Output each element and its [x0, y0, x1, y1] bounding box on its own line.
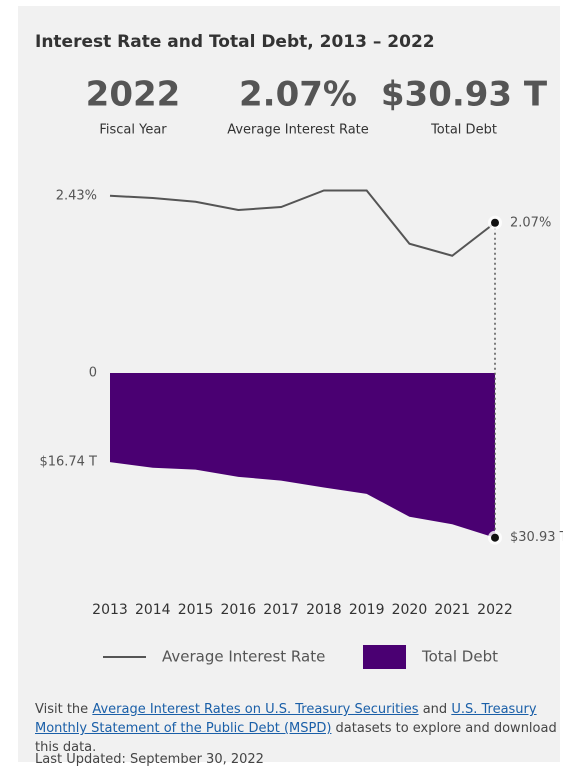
stat-value: $30.93 T — [381, 75, 548, 115]
text: Visit the — [35, 702, 93, 717]
y-tick-label: 0 — [89, 366, 97, 381]
legend-label: Average Interest Rate — [162, 648, 325, 666]
link[interactable]: U.S. Treasury Monthly Statement of the P… — [35, 702, 537, 736]
value-label: 2.43% — [56, 188, 97, 203]
chart-title: Interest Rate and Total Debt, 2013 – 202… — [35, 32, 435, 52]
chart: Interest Rate and Total Debt, 2013 – 202… — [35, 32, 563, 669]
text: and — [418, 702, 452, 717]
link[interactable]: Average Interest Rates on U.S. Treasury … — [92, 702, 419, 717]
x-tick-label: 2017 — [263, 602, 299, 618]
value-label: 2.07% — [510, 215, 551, 230]
x-tick-label: 2015 — [178, 602, 214, 618]
updated: Last Updated: September 30, 2022 — [35, 752, 264, 767]
x-tick-label: 2014 — [135, 602, 171, 618]
value-label: $16.74 T — [39, 455, 97, 470]
stat-label: Average Interest Rate — [227, 123, 369, 138]
x-tick-label: 2018 — [306, 602, 342, 618]
footer-text: Visit the Average Interest Rates on U.S.… — [35, 700, 560, 757]
area — [110, 373, 495, 538]
text: datasets to explore and download this da… — [35, 721, 557, 755]
value-label: $30.93 T — [510, 530, 563, 545]
highlight-dot — [491, 218, 499, 227]
x-tick-label: 2021 — [434, 602, 470, 618]
x-tick-label: 2013 — [92, 602, 128, 618]
legend-swatch — [363, 645, 406, 669]
x-tick-label: 2016 — [221, 602, 257, 618]
stat-value: 2022 — [86, 75, 181, 115]
line — [109, 189, 496, 257]
legend-label: Total Debt — [421, 648, 498, 666]
x-tick-label: 2020 — [392, 602, 428, 618]
stat-value: 2.07% — [239, 75, 357, 115]
stat-label: Total Debt — [430, 123, 497, 138]
x-tick-label: 2022 — [477, 602, 513, 618]
highlight-dot — [491, 533, 499, 542]
x-tick-label: 2019 — [349, 602, 385, 618]
stat-label: Fiscal Year — [99, 123, 167, 138]
